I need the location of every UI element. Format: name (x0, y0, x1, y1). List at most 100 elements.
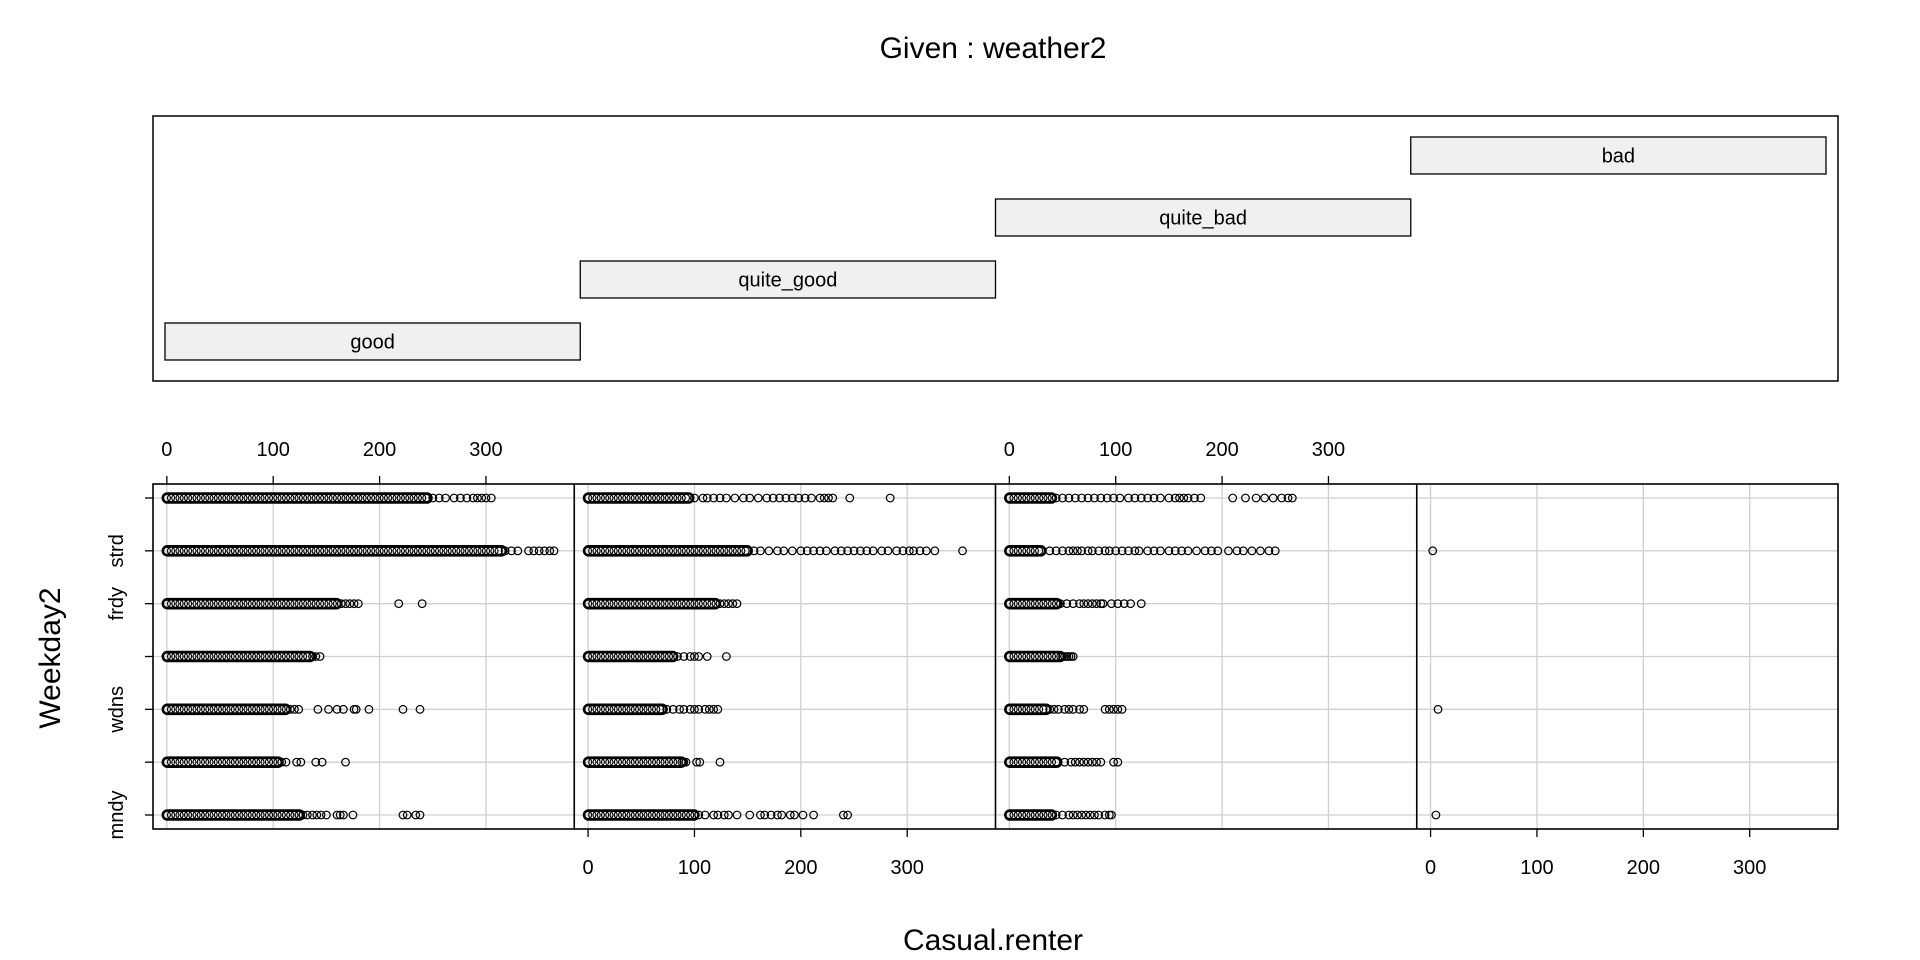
data-point (337, 546, 346, 555)
data-point (1068, 704, 1078, 714)
data-point (290, 599, 299, 608)
given-panel: good quite_good quite_bad bad (152, 115, 1839, 382)
data-point (724, 810, 733, 820)
data-point (296, 757, 306, 767)
data-point (430, 546, 440, 555)
data-point (660, 652, 669, 661)
point-row-quite_good-3 (582, 650, 731, 663)
data-point (456, 546, 465, 555)
data-point (1092, 757, 1101, 767)
data-point (1094, 546, 1104, 556)
data-point (166, 546, 176, 555)
data-point (290, 704, 299, 714)
data-point (320, 599, 329, 608)
data-point (1030, 705, 1040, 714)
data-point (415, 810, 425, 820)
data-point (1043, 493, 1052, 503)
data-point (209, 758, 218, 767)
data-point (1079, 704, 1089, 714)
data-point (1022, 705, 1031, 714)
point-row-quite_good-1 (582, 756, 725, 768)
data-point (320, 546, 329, 555)
data-point (1224, 546, 1233, 556)
data-point (405, 493, 414, 503)
data-point (1083, 493, 1093, 503)
data-point (1026, 599, 1035, 608)
data-point (703, 599, 712, 608)
data-point (824, 493, 833, 503)
x-tick-label: 0 (1425, 857, 1436, 879)
data-point (311, 546, 320, 555)
data-point (379, 546, 388, 555)
data-point (1196, 493, 1206, 503)
data-point (179, 758, 188, 767)
data-point (1155, 546, 1165, 556)
data-point (273, 758, 282, 767)
data-point (1175, 493, 1184, 503)
point-row-quite_bad-0 (1004, 809, 1116, 821)
data-point (243, 810, 252, 820)
data-point (756, 546, 765, 556)
data-point (677, 546, 686, 555)
data-point (673, 810, 682, 820)
point-row-good-4 (161, 597, 427, 610)
data-point (162, 705, 171, 714)
data-point (222, 652, 231, 661)
data-point (1005, 758, 1014, 767)
data-point (819, 493, 829, 503)
data-point (1009, 599, 1018, 608)
data-point (439, 546, 448, 555)
data-point (358, 546, 367, 555)
data-point (904, 546, 914, 556)
point-row-quite_bad-6 (1004, 492, 1297, 504)
data-point (217, 599, 227, 608)
data-point (613, 705, 623, 714)
data-point (200, 652, 210, 661)
data-point (209, 705, 218, 714)
data-point (1013, 705, 1022, 714)
data-point (252, 652, 261, 661)
data-point (613, 599, 623, 608)
data-point (719, 599, 729, 609)
data-point (1051, 546, 1061, 556)
data-point (281, 493, 291, 503)
data-point (239, 758, 248, 767)
data-point (694, 599, 703, 608)
data-point (643, 652, 652, 661)
data-point (686, 546, 695, 555)
data-point (1034, 599, 1044, 608)
data-point (1064, 546, 1074, 556)
data-point (643, 705, 652, 714)
data-point (183, 599, 193, 608)
data-point (605, 705, 614, 714)
data-point (1164, 546, 1174, 556)
data-point (294, 493, 303, 503)
point-row-bad-5 (1428, 546, 1438, 556)
data-point (456, 493, 465, 503)
data-point (617, 810, 627, 820)
data-point (1030, 493, 1040, 503)
data-point (1087, 546, 1097, 556)
data-point (1232, 546, 1242, 556)
data-point (664, 546, 674, 555)
data-point (711, 546, 720, 555)
data-point (307, 546, 316, 555)
data-point (362, 546, 371, 555)
data-point (447, 546, 457, 555)
data-point (1143, 546, 1153, 556)
data-point (709, 704, 719, 714)
data-point (1064, 704, 1074, 714)
data-point (1100, 704, 1110, 714)
data-point (639, 493, 648, 503)
data-point (622, 652, 631, 661)
data-point (1030, 758, 1040, 767)
data-point (179, 493, 188, 503)
data-point (1026, 705, 1035, 714)
data-point (1051, 652, 1061, 661)
data-point (1051, 758, 1061, 767)
data-point (1017, 493, 1027, 503)
x-tick-label: 200 (784, 857, 817, 879)
given-panel-frame (152, 115, 1839, 382)
data-point (239, 652, 248, 661)
